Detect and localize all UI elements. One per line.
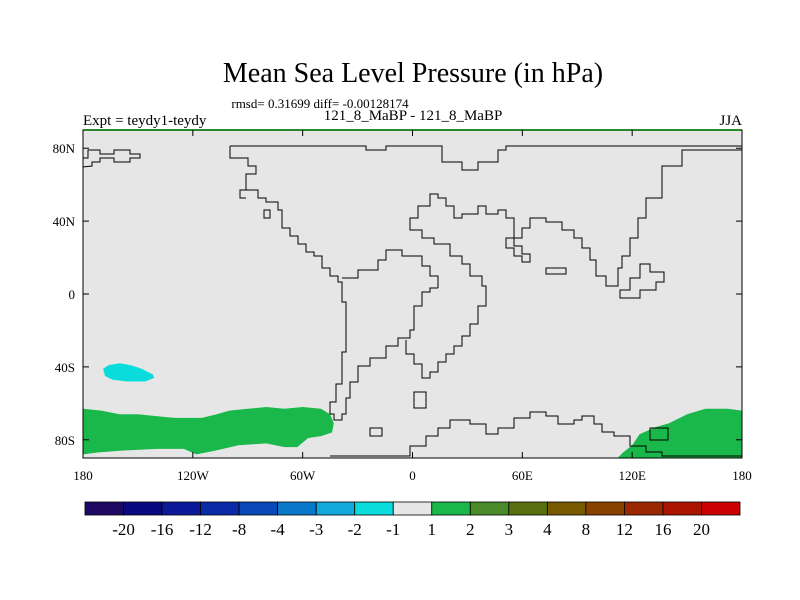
- x-tick-label: 180: [73, 468, 93, 483]
- colorbar-label: -4: [271, 520, 286, 539]
- axis-ticks: 180 120W 60W 0 60E 120E 180 80N 40N 0 40S 80S: [53, 130, 752, 483]
- coastline-americas: [229, 146, 438, 421]
- colorbar: -20 -16 -12 -8 -4 -3 -2 -1 1 2 3 4 8 12 16 20: [84, 501, 741, 539]
- colorbar-label: 3: [505, 520, 514, 539]
- colorbar-swatch: [469, 501, 510, 516]
- colorbar-swatch: [546, 501, 587, 516]
- y-tick-label: 80N: [53, 141, 76, 156]
- x-tick-label: 60E: [512, 468, 533, 483]
- colorbar-swatch: [392, 501, 433, 516]
- colorbar-swatch: [315, 501, 356, 516]
- x-tick-label: 180: [732, 468, 752, 483]
- colorbar-label: 4: [543, 520, 552, 539]
- y-tick-label: 40S: [55, 360, 75, 375]
- colorbar-swatch: [123, 501, 163, 516]
- colorbar-swatch: [701, 501, 741, 516]
- colorbar-label: 20: [693, 520, 710, 539]
- coastline-island-2: [545, 267, 567, 275]
- anomaly-fills: [83, 363, 742, 458]
- colorbar-swatch: [662, 501, 702, 516]
- x-tick-label: 0: [409, 468, 416, 483]
- coastline-island-4: [239, 189, 246, 199]
- coastline-australia: [619, 263, 665, 299]
- colorbar-swatch: [624, 501, 664, 516]
- x-tick-label: 60W: [290, 468, 316, 483]
- colorbar-label: 16: [654, 520, 671, 539]
- colorbar-label: -1: [386, 520, 400, 539]
- colorbar-swatch: [431, 501, 471, 516]
- coastline-africa: [342, 249, 439, 288]
- colorbar-label: 1: [428, 520, 437, 539]
- coastline-island-3: [263, 209, 271, 219]
- run-label: 121_8_MaBP - 121_8_MaBP: [324, 108, 503, 124]
- colorbar-swatch: [277, 501, 317, 516]
- colorbar-label: -3: [309, 520, 323, 539]
- colorbar-swatch: [238, 501, 279, 516]
- x-tick-label: 120E: [618, 468, 646, 483]
- colorbar-label: -8: [232, 520, 246, 539]
- anomaly-southern-ocean-east: [617, 408, 742, 458]
- plot-area: 180 120W 60W 0 60E 120E 180 80N 40N 0 40S 80S: [53, 129, 752, 483]
- coastlines: [82, 145, 743, 457]
- anomaly-southern-ocean-west: [83, 407, 334, 455]
- season-label: JJA: [719, 113, 742, 129]
- y-tick-label: 0: [69, 287, 76, 302]
- anomaly-south-pacific-low: [103, 363, 155, 382]
- coastline-island-7: [413, 391, 427, 409]
- experiment-label: Expt = teydy1-teydy: [83, 113, 207, 129]
- coastline-north-america: [82, 149, 141, 168]
- colorbar-label: 8: [582, 520, 591, 539]
- coastline-eurasia: [230, 145, 743, 379]
- colorbar-label: 2: [466, 520, 475, 539]
- plot-background: [83, 130, 742, 458]
- colorbar-swatch: [161, 501, 201, 516]
- chart-title: Mean Sea Level Pressure (in hPa): [223, 58, 603, 89]
- colorbar-swatch: [84, 501, 124, 516]
- coastline-island-5: [369, 427, 383, 437]
- colorbar-label: -20: [112, 520, 135, 539]
- coastline-island-1: [505, 237, 531, 263]
- colorbar-label: -16: [151, 520, 174, 539]
- colorbar-label: -2: [348, 520, 362, 539]
- coastline-island-6: [649, 427, 669, 441]
- colorbar-swatch: [354, 501, 394, 516]
- colorbar-label: -12: [189, 520, 212, 539]
- stats-label: rmsd= 0.31699 diff= -0.00128174: [231, 96, 409, 111]
- y-tick-label: 80S: [55, 433, 75, 448]
- y-tick-label: 40N: [53, 214, 76, 229]
- coastline-antarctica: [330, 411, 742, 457]
- x-tick-label: 120W: [177, 468, 210, 483]
- colorbar-label: 12: [616, 520, 633, 539]
- colorbar-swatch: [508, 501, 548, 516]
- colorbar-swatch: [200, 501, 240, 516]
- colorbar-swatch: [585, 501, 625, 516]
